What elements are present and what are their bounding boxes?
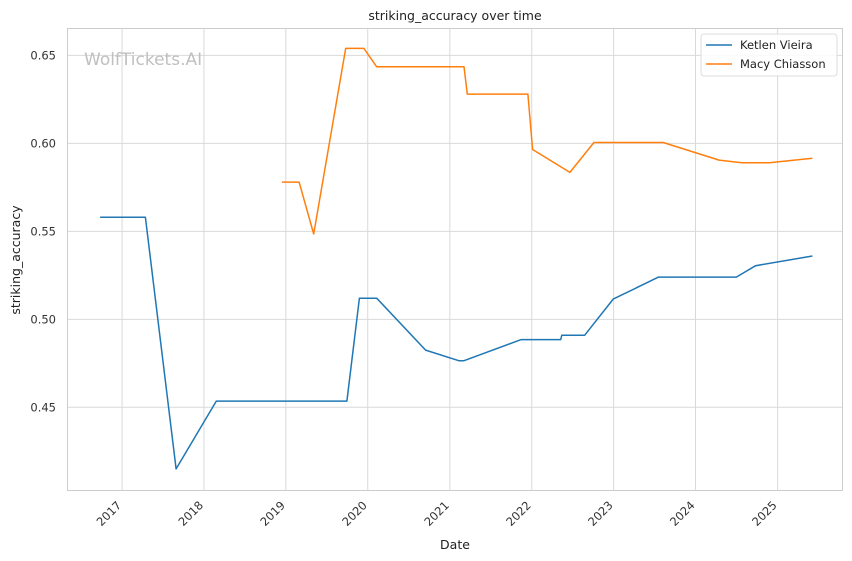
- legend-box: [700, 33, 838, 77]
- y-tick-label: 0.55: [30, 224, 56, 238]
- y-axis-label: striking_accuracy: [8, 205, 23, 315]
- grid: [68, 29, 842, 490]
- watermark-text: WolfTickets.AI: [84, 50, 202, 70]
- y-tick-labels: 0.45 0.50 0.55 0.60 0.65: [30, 48, 56, 414]
- chart-title: striking_accuracy over time: [368, 8, 542, 23]
- plot-frame: [67, 28, 843, 491]
- x-axis-label: Date: [440, 537, 470, 552]
- y-tick-label: 0.50: [30, 312, 56, 326]
- series-line-1: [282, 47, 813, 235]
- y-tick-label: 0.60: [30, 136, 56, 150]
- x-tick-label: 2025: [749, 498, 780, 529]
- legend: Ketlen Vieira Macy Chiasson: [700, 33, 838, 77]
- series-line-0: [100, 216, 813, 470]
- x-tick-label: 2019: [257, 498, 288, 529]
- y-tick-label: 0.65: [30, 48, 56, 62]
- x-tick-label: 2017: [94, 498, 125, 529]
- x-tick-label: 2024: [667, 498, 698, 529]
- x-tick-label: 2018: [175, 498, 206, 529]
- legend-label: Macy Chiasson: [740, 57, 826, 71]
- series-layer: [100, 47, 813, 470]
- legend-label: Ketlen Vieira: [740, 38, 813, 52]
- x-tick-label: 2022: [503, 498, 534, 529]
- x-tick-label: 2023: [585, 498, 616, 529]
- x-tick-labels: 2017 2018 2019 2020 2021 2022 2023 2024 2025: [94, 498, 780, 529]
- x-tick-label: 2021: [421, 498, 452, 529]
- x-tick-label: 2020: [339, 498, 370, 529]
- y-tick-label: 0.45: [30, 400, 56, 414]
